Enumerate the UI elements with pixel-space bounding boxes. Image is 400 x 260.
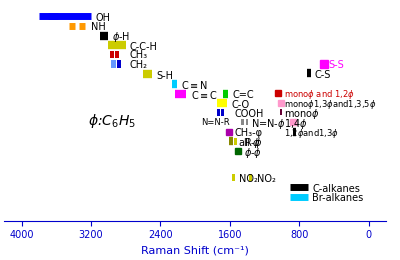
- Text: C-C-H: C-C-H: [130, 42, 158, 52]
- Text: $\phi$-H: $\phi$-H: [112, 30, 130, 44]
- Text: C-O: C-O: [232, 100, 250, 109]
- Text: R-$\phi$: R-$\phi$: [244, 136, 262, 150]
- Text: NO₂: NO₂: [257, 174, 276, 184]
- Text: $\phi$:C$_6$H$_5$: $\phi$:C$_6$H$_5$: [88, 112, 136, 130]
- Text: CH₂: CH₂: [130, 60, 148, 70]
- Text: S-S: S-S: [329, 60, 344, 70]
- Text: C=C: C=C: [232, 90, 254, 100]
- Bar: [246, 119, 248, 125]
- Text: N=N-$\phi$: N=N-$\phi$: [252, 117, 286, 131]
- Text: all $\phi$: all $\phi$: [238, 136, 260, 150]
- Bar: [241, 119, 244, 125]
- Text: CH₃: CH₃: [130, 50, 148, 60]
- Text: COOH: COOH: [235, 109, 264, 119]
- X-axis label: Raman Shift (cm⁻¹): Raman Shift (cm⁻¹): [141, 246, 249, 256]
- Bar: [294, 119, 297, 125]
- Bar: [115, 51, 119, 58]
- Bar: [217, 109, 220, 116]
- Text: CH₃-φ: CH₃-φ: [235, 128, 263, 138]
- Bar: [249, 174, 252, 180]
- Bar: [234, 138, 237, 145]
- Text: 1,2$\phi$and1,3$\phi$: 1,2$\phi$and1,3$\phi$: [284, 127, 340, 140]
- Text: Br-alkanes: Br-alkanes: [312, 193, 363, 203]
- Bar: [232, 174, 235, 180]
- Bar: [110, 51, 114, 58]
- Text: N=N-R: N=N-R: [202, 118, 230, 127]
- Text: C-S: C-S: [315, 70, 331, 80]
- Bar: [280, 109, 282, 115]
- Text: C$\equiv$N: C$\equiv$N: [181, 79, 208, 91]
- Text: mono$\phi$: mono$\phi$: [284, 107, 320, 121]
- Text: C$\equiv$C: C$\equiv$C: [191, 89, 218, 101]
- Bar: [221, 109, 224, 116]
- Text: $\phi$-$\phi$: $\phi$-$\phi$: [244, 146, 262, 160]
- Text: NH: NH: [91, 22, 106, 32]
- Text: S-H: S-H: [156, 70, 173, 81]
- Text: mono$\phi$1,3$\phi$and1,3,5$\phi$: mono$\phi$1,3$\phi$and1,3,5$\phi$: [284, 98, 377, 111]
- Text: C-alkanes: C-alkanes: [312, 184, 360, 193]
- Bar: [116, 60, 121, 68]
- Text: mono$\phi$ and 1,2$\phi$: mono$\phi$ and 1,2$\phi$: [284, 88, 355, 101]
- Bar: [111, 60, 116, 68]
- Text: 1,4$\phi$: 1,4$\phi$: [284, 117, 308, 131]
- Text: NO₂: NO₂: [239, 174, 258, 184]
- Text: OH: OH: [95, 13, 110, 23]
